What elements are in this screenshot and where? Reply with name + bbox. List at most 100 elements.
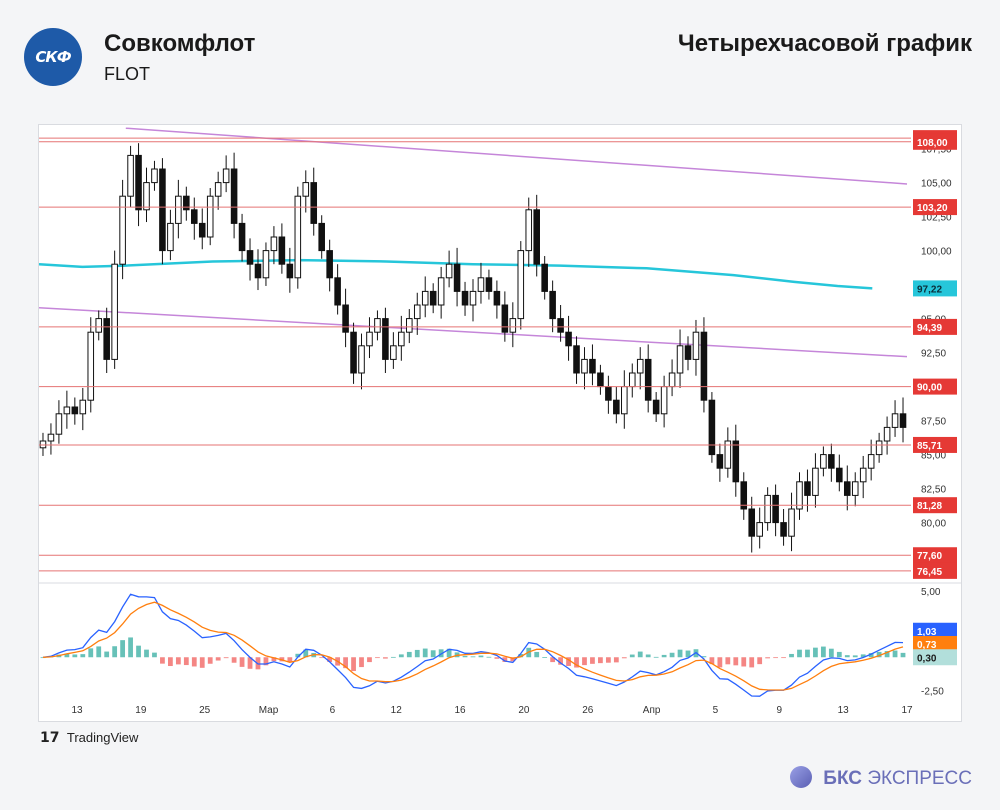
macd-histogram-bar (183, 657, 189, 666)
bks-brand-rest: ЭКСПРЕСС (867, 768, 972, 789)
macd-histogram-bar (191, 657, 197, 667)
price-chart[interactable]: 107,50105,00102,50100,0097,5095,0092,509… (39, 125, 961, 721)
x-axis-label: 26 (582, 705, 594, 716)
candle-body (310, 182, 318, 224)
candle-body (270, 236, 278, 252)
candle-body (628, 372, 636, 388)
macd-histogram-bar (757, 657, 763, 665)
candle-body (135, 154, 142, 211)
candle-body (127, 154, 134, 197)
candle-body (573, 345, 580, 374)
candle-body (589, 358, 596, 374)
candle-body (549, 290, 556, 320)
tradingview-label: TradingView (66, 730, 139, 745)
macd-histogram-bar (836, 651, 842, 658)
candle-body (198, 222, 206, 238)
macd-histogram-bar (709, 657, 715, 665)
macd-histogram-bar (168, 657, 173, 667)
candle-body (875, 440, 883, 456)
candle-body (780, 522, 787, 537)
macd-histogram-bar (717, 657, 723, 668)
candle-body (891, 413, 899, 428)
candle-body (453, 263, 461, 292)
bks-icon (790, 766, 813, 788)
tradingview-logo: 17 TradingView (40, 730, 138, 746)
trend-line (125, 127, 908, 185)
candle-body (828, 454, 835, 469)
moving-average-line (39, 258, 873, 290)
macd-histogram-bar (542, 657, 548, 658)
macd-histogram-bar (598, 657, 603, 664)
candle-body (485, 277, 493, 292)
macd-line (42, 593, 904, 697)
candle-body (804, 481, 811, 496)
signal-value-badge-label: 0,73 (917, 640, 937, 651)
candle-body (820, 454, 827, 469)
macd-histogram-bar (88, 648, 94, 658)
histogram-value-badge-label: 0,30 (917, 653, 937, 664)
ma-value-badge (913, 280, 957, 297)
candle-body (509, 318, 517, 333)
macd-histogram-bar (781, 657, 786, 659)
macd-histogram-bar (805, 649, 810, 658)
x-axis-label: 20 (518, 705, 530, 716)
candle-body (246, 250, 254, 265)
candle-body (668, 372, 676, 388)
macd-histogram-bar (629, 654, 635, 658)
candle-body (851, 481, 859, 496)
price-tick-label: 107,50 (921, 145, 952, 156)
x-axis-label: 9 (777, 705, 783, 716)
macd-histogram-bar (263, 657, 269, 666)
candle-body (342, 304, 349, 333)
macd-histogram-bar (375, 657, 380, 659)
candle-body (836, 467, 843, 483)
price-level-badge (913, 436, 957, 453)
x-axis-label: 17 (901, 705, 913, 716)
price-level-badge (913, 562, 957, 579)
macd-histogram-bar (160, 657, 165, 664)
macd-histogram-bar (637, 651, 643, 658)
x-axis-label: 6 (330, 705, 336, 716)
macd-histogram-bar (303, 649, 309, 658)
signal-value-badge (913, 636, 957, 652)
candle-body (525, 209, 533, 252)
macd-histogram-bar (223, 657, 229, 659)
macd-histogram-bar (64, 653, 70, 658)
candle-body (557, 318, 564, 333)
candle-body (796, 481, 803, 510)
price-tick-label: 85,00 (921, 451, 946, 462)
macd-histogram-bar (351, 657, 356, 672)
candle-body (764, 494, 771, 524)
price-level-label: 81,28 (917, 501, 942, 512)
candle-body (724, 440, 732, 469)
price-tick-label: 100,00 (921, 247, 952, 258)
candle-body (899, 413, 907, 428)
candle-body (143, 182, 150, 211)
price-level-label: 76,45 (917, 567, 942, 578)
candle-body (119, 195, 126, 265)
candle-body (302, 182, 310, 197)
candle-body (772, 494, 779, 524)
macd-histogram-bar (828, 648, 834, 658)
x-axis-label: 16 (455, 705, 467, 716)
macd-signal-line (42, 601, 904, 691)
macd-histogram-bar (518, 654, 524, 658)
macd-histogram-bar (510, 657, 516, 662)
candle-body (79, 399, 87, 415)
candle-body (621, 386, 628, 415)
candle-body (716, 454, 724, 469)
macd-histogram-bar (813, 647, 818, 658)
price-tick-label: 82,50 (921, 485, 946, 496)
macd-tick-label: 5,00 (921, 587, 941, 598)
candle-body (501, 304, 509, 333)
candle-body (47, 433, 55, 442)
macd-histogram-bar (120, 640, 126, 658)
chart-panel[interactable]: 107,50105,00102,50100,0097,5095,0092,509… (38, 124, 962, 722)
macd-histogram-bar (558, 657, 563, 665)
macd-histogram-bar (574, 657, 579, 668)
macd-histogram-bar (478, 655, 484, 658)
candle-body (636, 358, 644, 374)
macd-histogram-bar (550, 657, 556, 663)
price-level-badge (913, 199, 957, 216)
macd-histogram-bar (199, 657, 205, 668)
